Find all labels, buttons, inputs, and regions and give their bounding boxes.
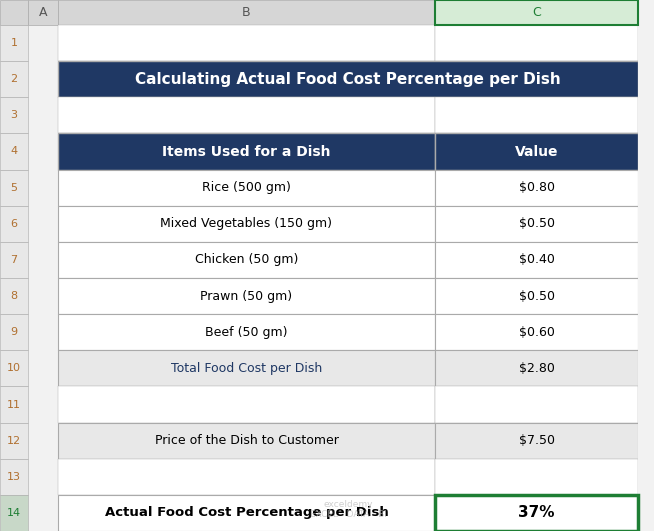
Text: 4: 4 [10, 147, 18, 157]
Bar [28, 0, 58, 25]
Text: 7: 7 [10, 255, 18, 265]
Bar [0, 242, 28, 278]
Bar [0, 97, 28, 133]
Bar [435, 278, 638, 314]
Bar [58, 242, 435, 278]
Bar [435, 0, 638, 25]
Bar [435, 459, 638, 495]
Text: exceldemy
EXCEL · DATA · BI: exceldemy EXCEL · DATA · BI [309, 500, 387, 519]
Text: B: B [242, 6, 251, 19]
Text: C: C [532, 6, 541, 19]
Text: $0.60: $0.60 [519, 326, 555, 339]
Bar [0, 169, 28, 205]
Bar [0, 314, 28, 350]
Text: Items Used for a Dish: Items Used for a Dish [162, 144, 331, 158]
Bar [0, 278, 28, 314]
Text: 13: 13 [7, 472, 21, 482]
Bar [435, 97, 638, 133]
Text: 9: 9 [10, 327, 18, 337]
Bar [58, 350, 435, 387]
Text: Calculating Actual Food Cost Percentage per Dish: Calculating Actual Food Cost Percentage … [135, 72, 561, 87]
Text: 1: 1 [10, 38, 18, 48]
Text: 37%: 37% [518, 506, 555, 520]
Bar [58, 278, 435, 314]
Bar [58, 61, 638, 97]
Bar [58, 423, 435, 459]
Bar [0, 423, 28, 459]
Text: $0.50: $0.50 [519, 289, 555, 303]
Text: $0.50: $0.50 [519, 217, 555, 230]
Bar [0, 459, 28, 495]
Bar [0, 0, 28, 25]
Bar [0, 133, 28, 169]
Bar [0, 495, 28, 531]
Bar [435, 205, 638, 242]
Bar [435, 242, 638, 278]
Text: $7.50: $7.50 [519, 434, 555, 447]
Text: A: A [39, 6, 47, 19]
Bar [58, 459, 435, 495]
Bar [638, 0, 654, 531]
Bar [435, 423, 638, 459]
Bar [435, 350, 638, 387]
Text: 12: 12 [7, 435, 21, 446]
Bar [58, 133, 435, 169]
Bar [58, 387, 435, 423]
Bar [58, 25, 435, 61]
Bar [0, 61, 28, 97]
Bar [58, 314, 435, 350]
Text: 14: 14 [7, 508, 21, 518]
Text: Prawn (50 gm): Prawn (50 gm) [200, 289, 292, 303]
Text: 8: 8 [10, 291, 18, 301]
Bar [0, 350, 28, 387]
Text: $0.40: $0.40 [519, 253, 555, 267]
Text: Beef (50 gm): Beef (50 gm) [205, 326, 288, 339]
Text: Price of the Dish to Customer: Price of the Dish to Customer [154, 434, 338, 447]
Bar [435, 387, 638, 423]
Bar [58, 169, 435, 205]
Text: Actual Food Cost Percentage per Dish: Actual Food Cost Percentage per Dish [105, 507, 388, 519]
Bar [435, 25, 638, 61]
Text: Rice (500 gm): Rice (500 gm) [202, 181, 291, 194]
Text: 3: 3 [10, 110, 18, 121]
Bar [58, 495, 435, 531]
Text: Total Food Cost per Dish: Total Food Cost per Dish [171, 362, 322, 375]
Text: 11: 11 [7, 399, 21, 409]
Bar [0, 25, 28, 61]
Text: Chicken (50 gm): Chicken (50 gm) [195, 253, 298, 267]
Bar [435, 314, 638, 350]
Text: $0.80: $0.80 [519, 181, 555, 194]
Bar [0, 205, 28, 242]
Bar [58, 97, 435, 133]
Text: 2: 2 [10, 74, 18, 84]
Text: 10: 10 [7, 363, 21, 373]
Text: Value: Value [515, 144, 559, 158]
Bar [435, 133, 638, 169]
Text: $2.80: $2.80 [519, 362, 555, 375]
Bar [0, 387, 28, 423]
Bar [58, 205, 435, 242]
Bar [435, 495, 638, 531]
Text: 6: 6 [10, 219, 18, 229]
Bar [435, 169, 638, 205]
Text: 5: 5 [10, 183, 18, 193]
Bar [58, 0, 435, 25]
Text: Mixed Vegetables (150 gm): Mixed Vegetables (150 gm) [160, 217, 332, 230]
